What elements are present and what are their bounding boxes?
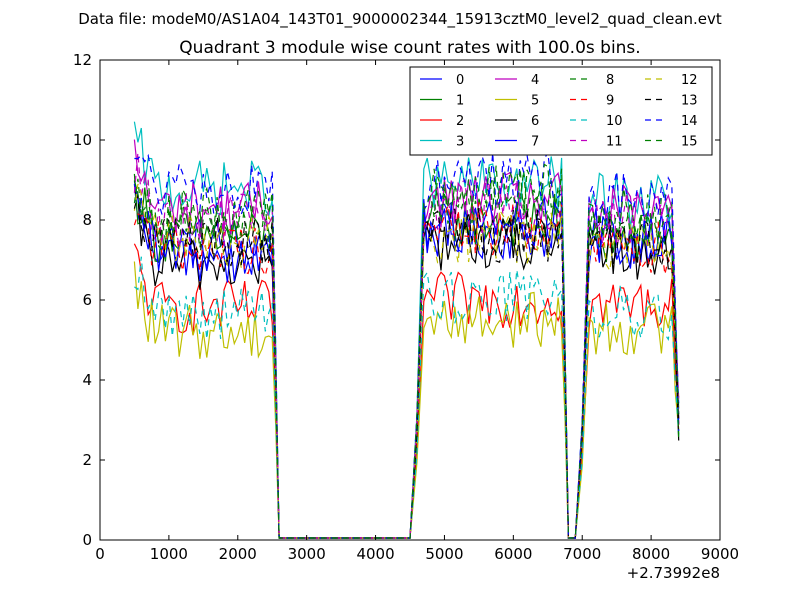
y-tick-label: 10 <box>73 131 92 149</box>
legend-label-15: 15 <box>681 135 698 150</box>
series-line-10 <box>134 256 680 539</box>
legend-label-4: 4 <box>531 73 539 88</box>
legend-label-12: 12 <box>681 73 698 88</box>
legend-label-5: 5 <box>531 94 539 109</box>
x-tick-label: 5000 <box>425 545 463 563</box>
y-tick-label: 2 <box>82 451 92 469</box>
y-tick-label: 8 <box>82 211 92 229</box>
x-tick-label: 2000 <box>219 545 257 563</box>
legend-label-10: 10 <box>606 114 623 129</box>
x-tick-label: 3000 <box>288 545 326 563</box>
legend-label-0: 0 <box>456 73 464 88</box>
y-tick-label: 6 <box>82 291 92 309</box>
series-line-8 <box>133 168 680 539</box>
x-tick-label: 0 <box>95 545 105 563</box>
y-tick-label: 12 <box>73 51 92 69</box>
x-tick-label: 9000 <box>701 545 739 563</box>
series-line-3 <box>133 121 680 539</box>
series-line-9 <box>133 199 680 539</box>
series-line-14 <box>134 149 680 539</box>
legend-label-13: 13 <box>681 94 698 109</box>
legend-label-7: 7 <box>531 135 539 150</box>
series-line-13 <box>133 195 680 539</box>
x-tick-label: 4000 <box>356 545 394 563</box>
y-tick-label: 4 <box>82 371 92 389</box>
series-line-15 <box>133 163 680 539</box>
y-tick-label: 0 <box>82 531 92 549</box>
x-tick-label: 8000 <box>632 545 670 563</box>
legend-label-1: 1 <box>456 94 464 109</box>
ticks-layer: 0 1000 2000 3000 4000 5000 6000 7000 8000 9000 0 2 4… <box>73 51 739 563</box>
legend-label-2: 2 <box>456 114 464 129</box>
plot-area <box>133 121 680 539</box>
legend-label-11: 11 <box>606 135 623 150</box>
legend-label-8: 8 <box>606 73 614 88</box>
chart-title: Quadrant 3 module wise count rates with … <box>179 38 640 58</box>
x-tick-label: 7000 <box>563 545 601 563</box>
series-line-7 <box>133 181 680 539</box>
legend-label-3: 3 <box>456 135 464 150</box>
x-tick-label: 6000 <box>494 545 532 563</box>
series-line-2 <box>133 243 680 539</box>
legend-label-9: 9 <box>606 94 614 109</box>
legend-label-6: 6 <box>531 114 539 129</box>
x-offset-label: +2.73992e8 <box>627 564 720 582</box>
series-layer <box>133 121 680 539</box>
legend-label-14: 14 <box>681 114 698 129</box>
x-tick-label: 1000 <box>150 545 188 563</box>
chart-suptitle: Data file: modeM0/AS1A04_143T01_90000023… <box>78 10 722 29</box>
